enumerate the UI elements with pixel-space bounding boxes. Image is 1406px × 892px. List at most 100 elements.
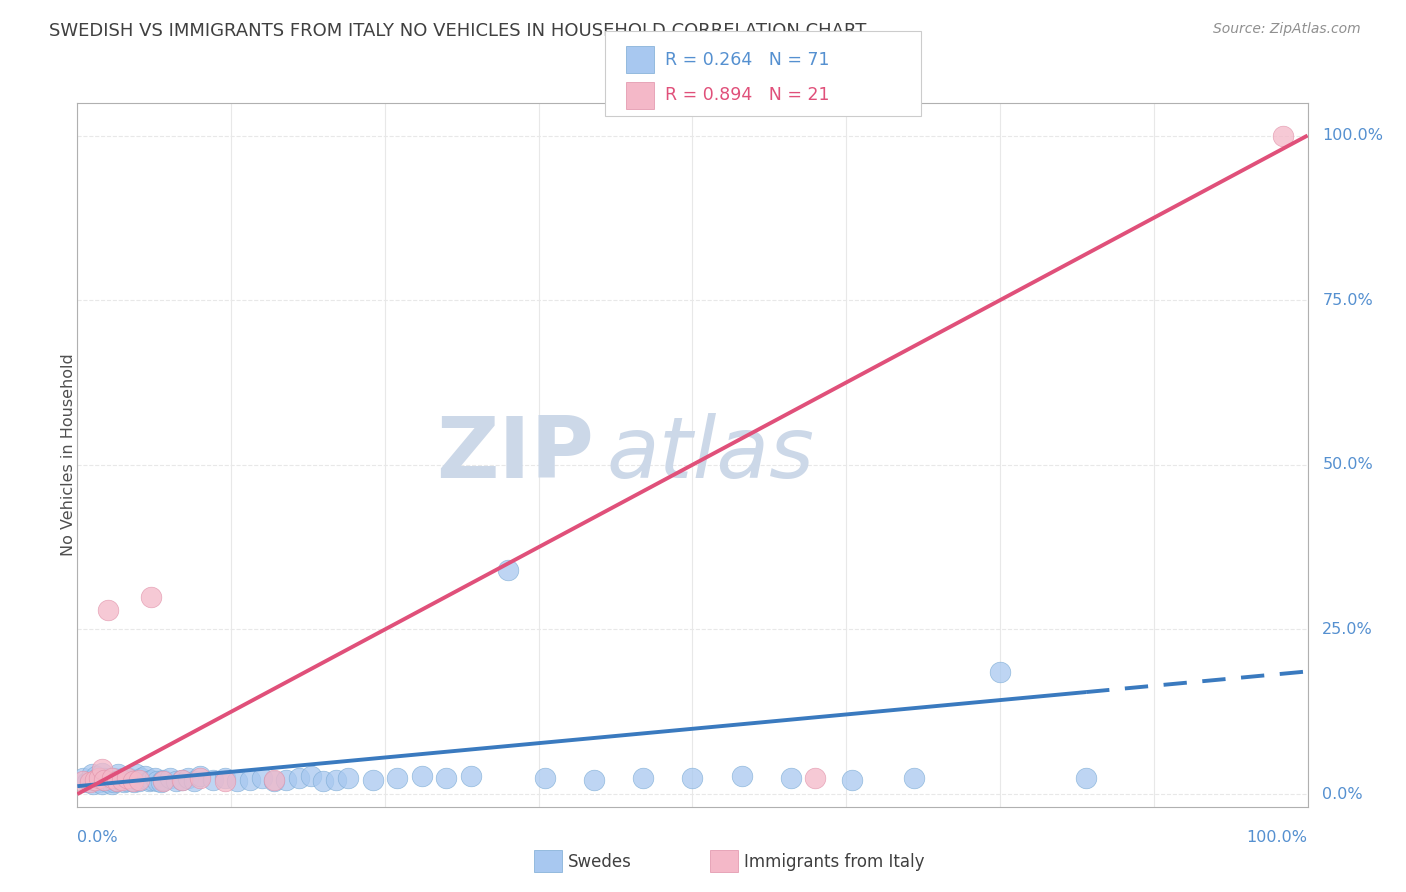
Point (89, 771, 111, 785)
Text: 100.0%: 100.0% (1323, 128, 1384, 143)
Text: Source: ZipAtlas.com: Source: ZipAtlas.com (1213, 22, 1361, 37)
Point (72, 773, 94, 788)
Point (90, 777, 114, 791)
Point (72, 771, 94, 785)
Point (780, 771, 803, 785)
Text: 25.0%: 25.0% (1323, 622, 1374, 637)
Text: Swedes: Swedes (568, 853, 631, 871)
Point (152, 772, 174, 787)
Point (460, 769, 482, 783)
Point (129, 771, 153, 785)
Point (115, 771, 138, 785)
Point (128, 773, 150, 788)
Point (146, 773, 169, 788)
Text: 0.0%: 0.0% (77, 830, 118, 845)
Point (112, 775, 135, 789)
Point (188, 769, 212, 783)
Point (101, 776, 124, 790)
Y-axis label: No Vehicles in Household: No Vehicles in Household (62, 353, 76, 557)
Point (170, 772, 193, 787)
Point (90, 762, 114, 776)
Point (82, 777, 104, 791)
Point (111, 772, 132, 787)
Point (103, 771, 125, 785)
Point (87, 772, 110, 786)
Point (534, 771, 557, 785)
Text: 75.0%: 75.0% (1323, 293, 1374, 308)
Point (165, 773, 187, 788)
Point (276, 772, 298, 787)
Point (93, 772, 115, 787)
Point (496, 563, 519, 577)
Point (214, 773, 236, 788)
Point (177, 771, 200, 785)
Point (93, 771, 115, 785)
Point (731, 769, 754, 783)
Point (583, 772, 606, 787)
Point (201, 772, 224, 787)
Point (118, 771, 141, 785)
Point (115, 773, 138, 788)
Point (90, 766, 114, 780)
Point (411, 769, 433, 783)
Point (103, 775, 125, 789)
Point (250, 771, 273, 785)
Point (239, 772, 262, 787)
Point (89, 775, 111, 789)
Point (134, 769, 156, 783)
Point (79, 775, 101, 789)
Point (903, 771, 925, 785)
Point (361, 772, 384, 787)
Point (105, 773, 128, 788)
Point (138, 773, 160, 788)
Point (159, 771, 181, 785)
Point (110, 772, 132, 787)
Point (214, 771, 236, 785)
Point (141, 590, 163, 604)
Point (128, 772, 150, 787)
Point (325, 772, 347, 787)
Point (188, 771, 212, 785)
Point (83, 772, 105, 787)
Point (633, 771, 655, 785)
Point (337, 771, 360, 785)
Point (94, 773, 117, 788)
Point (97, 603, 120, 617)
Point (97, 775, 120, 789)
Point (988, 665, 1011, 680)
Point (143, 771, 166, 785)
Point (105, 773, 128, 788)
Point (122, 775, 145, 789)
Text: 100.0%: 100.0% (1247, 830, 1308, 845)
Point (288, 771, 311, 785)
Point (1076, 771, 1098, 785)
Point (170, 772, 193, 787)
Text: Immigrants from Italy: Immigrants from Italy (744, 853, 924, 871)
Point (804, 771, 827, 785)
Point (82, 767, 104, 781)
Point (841, 772, 863, 787)
Point (152, 773, 174, 788)
Point (125, 767, 148, 781)
Text: atlas: atlas (606, 413, 814, 497)
Text: SWEDISH VS IMMIGRANTS FROM ITALY NO VEHICLES IN HOUSEHOLD CORRELATION CHART: SWEDISH VS IMMIGRANTS FROM ITALY NO VEHI… (49, 22, 866, 40)
Point (121, 772, 143, 787)
Point (84, 773, 107, 788)
Point (98, 772, 121, 787)
Point (312, 773, 335, 788)
Point (84, 769, 107, 783)
Point (150, 775, 173, 789)
Point (263, 772, 285, 787)
Text: R = 0.894   N = 21: R = 0.894 N = 21 (665, 87, 830, 104)
Point (76, 775, 98, 789)
Text: 50.0%: 50.0% (1323, 458, 1374, 472)
Point (107, 767, 129, 781)
Text: ZIP: ZIP (436, 413, 595, 497)
Point (299, 769, 322, 783)
Point (121, 773, 143, 788)
Point (183, 773, 205, 788)
Point (263, 773, 285, 788)
Point (101, 771, 124, 785)
Point (141, 772, 163, 787)
Point (682, 771, 704, 785)
